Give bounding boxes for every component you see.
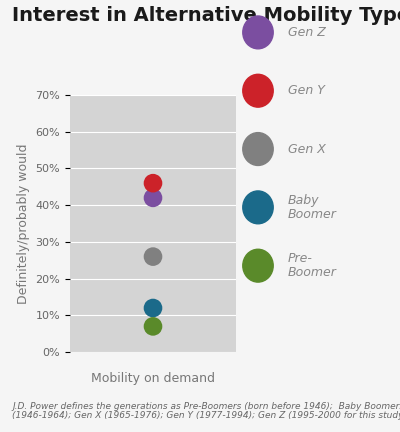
Point (150, 305, 156, 311)
Text: Gen Z: Gen Z (288, 26, 326, 39)
Text: Mobility on demand: Mobility on demand (91, 372, 215, 385)
Text: J.D. Power defines the generations as Pre-Boomers (born before 1946);  Baby Boom: J.D. Power defines the generations as Pr… (12, 402, 400, 411)
Text: Interest in Alternative Mobility Types: Interest in Alternative Mobility Types (12, 6, 400, 25)
Text: Pre-
Boomer: Pre- Boomer (288, 252, 337, 280)
Text: Gen X: Gen X (288, 143, 326, 156)
Point (150, 194, 156, 201)
Text: (1946-1964); Gen X (1965-1976); Gen Y (1977-1994); Gen Z (1995-2000 for this stu: (1946-1964); Gen X (1965-1976); Gen Y (1… (12, 411, 400, 420)
Y-axis label: Definitely/probably would: Definitely/probably would (17, 143, 30, 304)
Point (150, 180, 156, 187)
Text: Baby
Boomer: Baby Boomer (288, 194, 337, 221)
Text: Gen Y: Gen Y (288, 84, 325, 97)
Point (150, 253, 156, 260)
Point (150, 323, 156, 330)
